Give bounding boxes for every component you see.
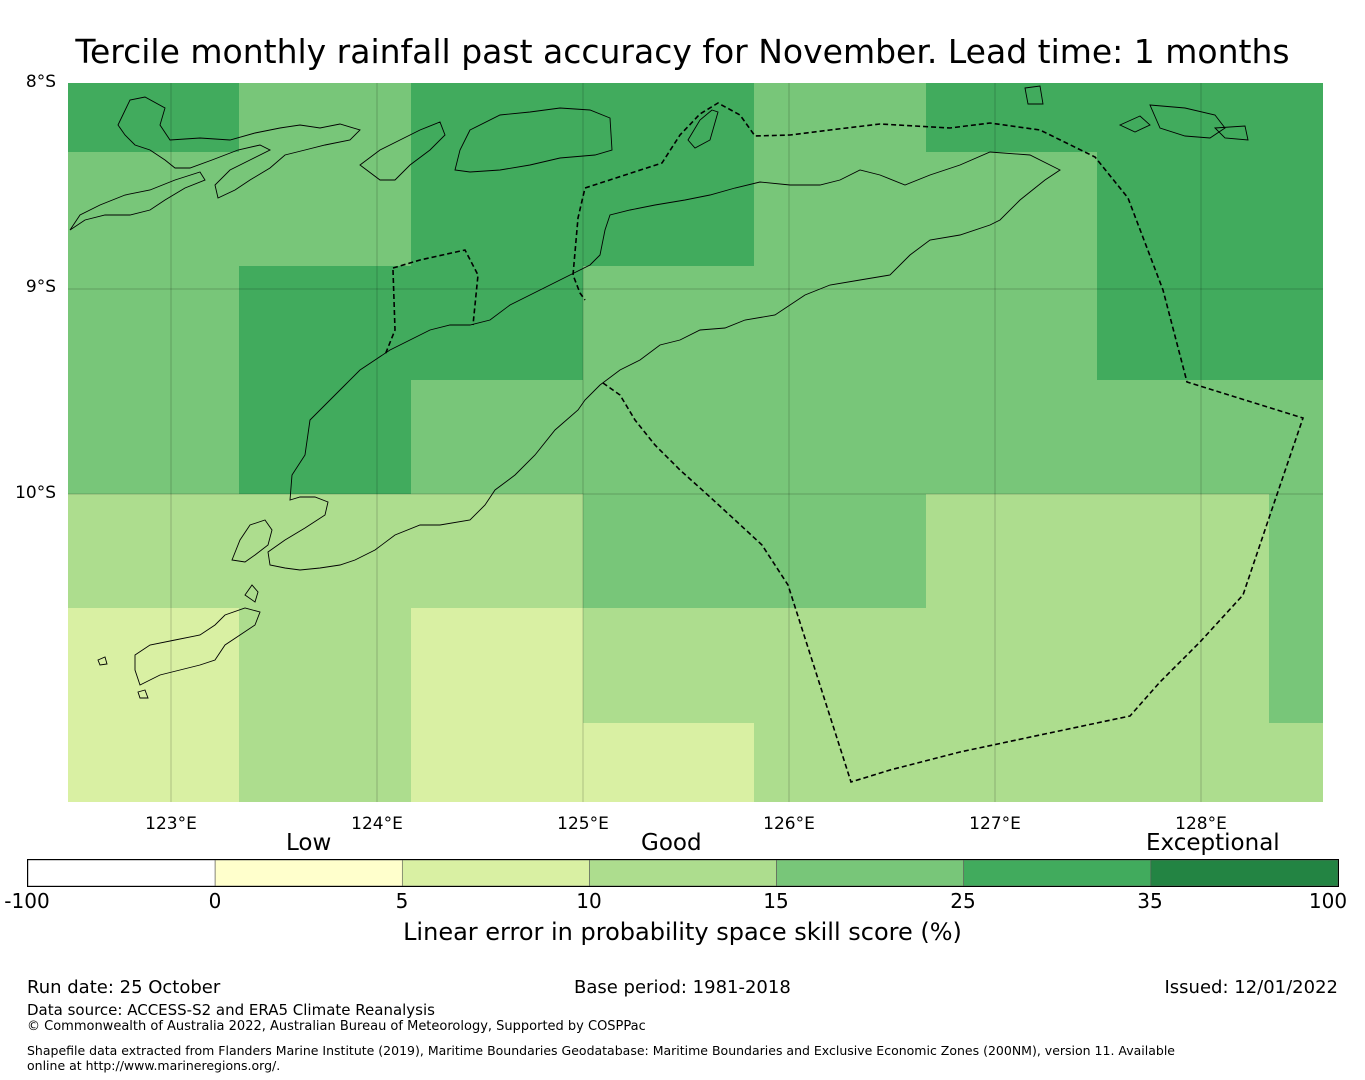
grid-cell [411,83,583,152]
colorbar-segment [214,859,403,887]
lon-label-125e: 125°E [557,814,609,834]
colorbar-category-low: Low [286,830,332,856]
grid-cell [1097,83,1323,152]
colorbar-segment [401,859,590,887]
colorbar-tick-5: 5 [395,889,409,913]
grid-cell [239,608,411,723]
grid-cell [926,494,1269,608]
grid-cell [926,83,1097,152]
grid-cell [583,152,754,266]
grid-cell [1097,266,1323,380]
grid-cell [926,608,1269,723]
grid-cell [68,83,239,152]
grid-cell [239,380,411,494]
colorbar-tick-35: 35 [1137,889,1163,913]
grid-cell [68,266,239,380]
grid-cell [583,608,754,723]
grid-cell [583,723,754,802]
grid-cell [754,152,926,266]
colorbar-segment [27,859,216,887]
graticule [68,83,1323,802]
grid-cell [583,266,754,380]
colorbar [27,859,1339,887]
grid-cell [754,380,926,494]
grid-cell [68,152,239,266]
grid-cell [926,723,1269,802]
grid-cell [754,723,926,802]
grid-cell [411,152,583,266]
lon-label-126e: 126°E [763,814,815,834]
lon-label-124e: 124°E [351,814,403,834]
colorbar-tick-0: 0 [208,889,222,913]
grid-cell [1269,494,1323,608]
grid-cell [754,494,926,608]
grid-cell [411,380,583,494]
grid-cell [411,608,583,723]
colorbar-tick-15: 15 [763,889,789,913]
colorbar-category-exceptional: Exceptional [1146,830,1280,856]
coastlines [69,85,1249,699]
grid-cell [583,494,754,608]
grid-cell [411,266,583,380]
colorbar-segment [1150,859,1339,887]
colorbar-segment [963,859,1152,887]
colorbar-tick-10: 10 [576,889,602,913]
issued-date: Issued: 12/01/2022 [1164,977,1338,998]
grid-cell [1269,723,1323,802]
colorbar-tick-25: 25 [950,889,976,913]
base-period: Base period: 1981-2018 [574,977,791,998]
colorbar-border [27,859,1339,887]
grid-cell [754,266,926,380]
lat-label-8s: 8°S [25,72,56,92]
chart-title: Tercile monthly rainfall past accuracy f… [75,32,1290,71]
colorbar-label: Linear error in probability space skill … [403,918,962,946]
colorbar-category-good: Good [641,830,702,856]
lon-label-127e: 127°E [969,814,1021,834]
grid-cell [68,608,239,723]
lat-label-9s: 9°S [25,277,56,297]
colorbar-segment [589,859,777,887]
grid-cell [1097,152,1323,266]
skill-grid-cells [68,83,1323,802]
grid-cell [754,83,926,152]
grid-cell [68,380,239,494]
colorbar-tick-100: 100 [1308,889,1348,913]
grid-cell [239,83,411,152]
lon-label-128e: 128°E [1175,814,1227,834]
grid-cell [411,494,583,608]
grid-cell [239,723,411,802]
colorbar-segment [776,859,965,887]
grid-cell [239,152,411,266]
grid-cell [754,608,926,723]
grid-cell [926,266,1097,380]
data-source: Data source: ACCESS-S2 and ERA5 Climate … [27,1001,435,1019]
grid-cell [239,494,411,608]
lat-label-10s: 10°S [15,483,56,503]
colorbar-tick-minus100: -100 [4,889,50,913]
copyright-notice: © Commonwealth of Australia 2022, Austra… [27,1019,646,1034]
lon-label-123e: 123°E [145,814,197,834]
shapefile-note: Shapefile data extracted from Flanders M… [27,1043,1175,1073]
grid-cell [583,380,754,494]
grid-cell [1097,380,1323,494]
grid-cell [239,266,411,380]
grid-cell [411,723,583,802]
grid-cell [926,380,1097,494]
maritime-boundaries [384,102,1305,783]
run-date: Run date: 25 October [27,977,221,998]
grid-cell [1269,608,1323,723]
grid-cell [68,723,239,802]
grid-cell [68,494,239,608]
